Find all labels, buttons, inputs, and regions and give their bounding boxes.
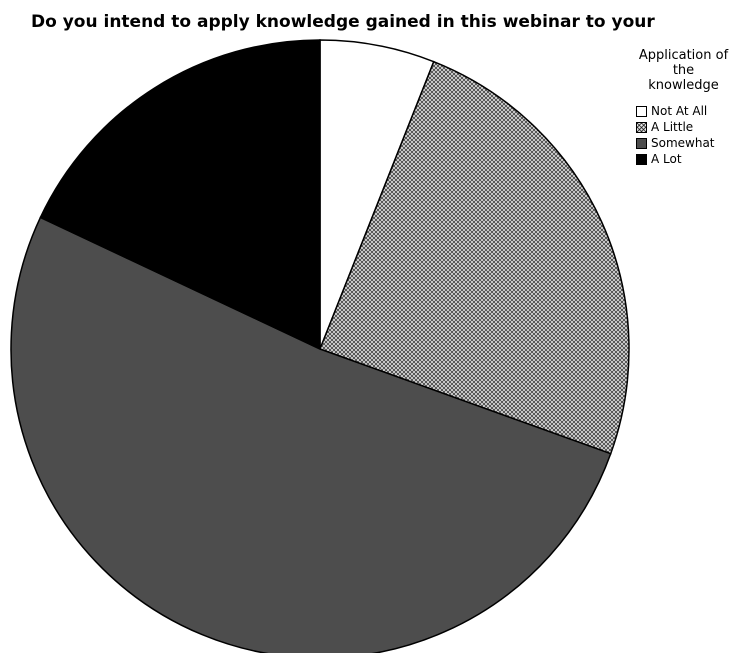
legend-swatch <box>636 121 647 133</box>
legend-label: A Little <box>651 120 694 134</box>
legend-title: Application of the knowledge <box>638 48 729 93</box>
pie-slice-a-little <box>319 60 630 455</box>
pie-slice-somewhat <box>10 216 612 653</box>
pie-slice-a-lot <box>39 39 321 351</box>
legend: Application of the knowledge Not At All A… <box>636 48 733 167</box>
legend-label: Somewhat <box>651 136 715 150</box>
legend-item-a-little: A Little <box>636 119 733 135</box>
legend-label: Not At All <box>651 104 708 118</box>
legend-swatch <box>636 105 647 117</box>
legend-swatch <box>636 137 647 149</box>
legend-swatch <box>636 153 647 165</box>
legend-item-somewhat: Somewhat <box>636 135 733 151</box>
legend-label: A Lot <box>651 152 682 166</box>
chart-title: Do you intend to apply knowledge gained … <box>31 12 655 32</box>
legend-item-a-lot: A Lot <box>636 151 733 167</box>
legend-item-not-at-all: Not At All <box>636 103 733 119</box>
